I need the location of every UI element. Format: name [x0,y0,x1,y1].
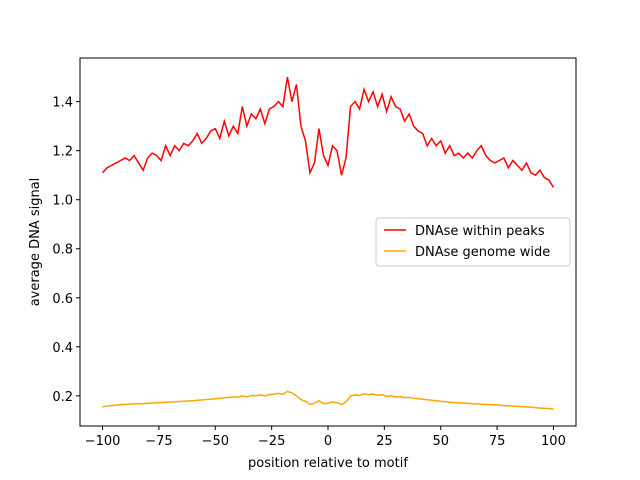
y-axis-label: average DNA signal [28,178,43,307]
y-tick-label: 1.0 [52,194,73,209]
y-tick-label: 0.6 [52,292,73,307]
plot-frame [79,57,577,427]
y-tick-label: 1.2 [52,145,73,160]
x-tick-label: 75 [489,434,506,449]
legend-label: DNAse within peaks [415,224,545,239]
x-tick-label: 100 [541,434,566,449]
x-tick-label: −100 [85,434,121,449]
x-axis-label: position relative to motif [248,456,408,471]
legend-box [375,217,571,267]
data-line [102,390,554,410]
x-tick-label: 0 [324,434,332,449]
x-tick-label: 25 [376,434,393,449]
y-tick-label: 0.2 [52,390,73,405]
data-line [101,76,555,188]
x-tick-label: 50 [432,434,449,449]
y-tick-label: 0.8 [52,243,73,258]
y-tick-label: 0.4 [52,341,73,356]
legend-label: DNAse genome wide [415,245,550,260]
x-tick-label: −50 [202,434,229,449]
x-tick-label: −75 [145,434,172,449]
y-tick-label: 1.4 [52,96,73,111]
x-tick-label: −25 [258,434,285,449]
